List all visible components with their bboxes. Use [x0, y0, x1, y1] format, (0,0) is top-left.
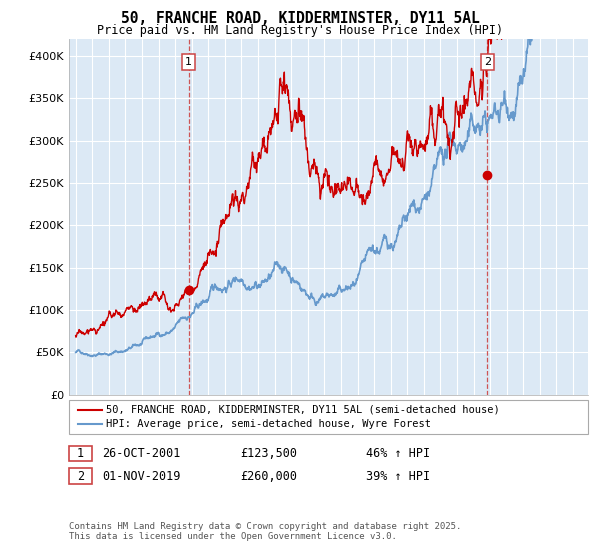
Text: HPI: Average price, semi-detached house, Wyre Forest: HPI: Average price, semi-detached house,…	[106, 419, 431, 430]
Text: 2: 2	[484, 57, 491, 67]
Text: 26-OCT-2001: 26-OCT-2001	[102, 447, 181, 460]
Text: 2: 2	[77, 469, 84, 483]
Text: Price paid vs. HM Land Registry's House Price Index (HPI): Price paid vs. HM Land Registry's House …	[97, 24, 503, 36]
Text: 50, FRANCHE ROAD, KIDDERMINSTER, DY11 5AL: 50, FRANCHE ROAD, KIDDERMINSTER, DY11 5A…	[121, 11, 479, 26]
Text: Contains HM Land Registry data © Crown copyright and database right 2025.
This d: Contains HM Land Registry data © Crown c…	[69, 522, 461, 542]
Text: £123,500: £123,500	[240, 447, 297, 460]
Text: 50, FRANCHE ROAD, KIDDERMINSTER, DY11 5AL (semi-detached house): 50, FRANCHE ROAD, KIDDERMINSTER, DY11 5A…	[106, 405, 500, 415]
Text: 1: 1	[77, 447, 84, 460]
Text: 46% ↑ HPI: 46% ↑ HPI	[366, 447, 430, 460]
Text: £260,000: £260,000	[240, 469, 297, 483]
Text: 39% ↑ HPI: 39% ↑ HPI	[366, 469, 430, 483]
Text: 1: 1	[185, 57, 192, 67]
Text: 01-NOV-2019: 01-NOV-2019	[102, 469, 181, 483]
